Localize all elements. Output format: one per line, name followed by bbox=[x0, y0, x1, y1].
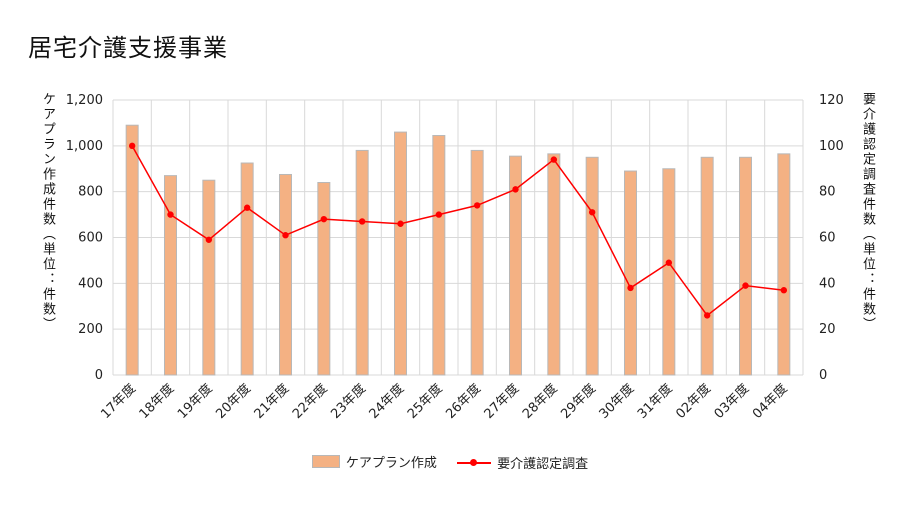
y-right-tick-label: 120 bbox=[819, 93, 844, 108]
line-point bbox=[282, 232, 289, 239]
x-tick-label: 23年度 bbox=[328, 381, 369, 422]
line-point bbox=[128, 142, 136, 150]
y-right-tick-label: 60 bbox=[819, 231, 836, 246]
y-left-tick-label: 200 bbox=[78, 322, 103, 337]
x-tick-label: 17年度 bbox=[98, 381, 139, 422]
legend-swatch-line bbox=[457, 457, 492, 468]
bar bbox=[394, 131, 407, 376]
x-tick-label: 18年度 bbox=[136, 381, 177, 422]
x-tick-label: 03年度 bbox=[711, 381, 752, 422]
bar bbox=[777, 153, 791, 376]
x-tick-label: 31年度 bbox=[634, 381, 675, 422]
bar bbox=[125, 124, 139, 376]
line-point bbox=[435, 211, 443, 218]
y-left-tick-label: 400 bbox=[78, 276, 103, 291]
x-tick-label: 28年度 bbox=[519, 381, 560, 422]
y-right-tick-label: 40 bbox=[819, 276, 836, 291]
x-tick-label: 04年度 bbox=[749, 381, 790, 422]
bar bbox=[202, 179, 216, 376]
y-right-tick-label: 80 bbox=[819, 185, 836, 200]
line-point bbox=[742, 282, 749, 289]
x-tick-label: 20年度 bbox=[213, 381, 254, 422]
x-tick-label: 24年度 bbox=[366, 381, 407, 422]
line-point bbox=[703, 312, 711, 319]
x-tick-label: 02年度 bbox=[673, 381, 714, 422]
line-point bbox=[665, 259, 673, 266]
line-point bbox=[550, 156, 558, 163]
bar bbox=[585, 156, 599, 376]
line-point bbox=[512, 186, 519, 193]
y-left-tick-label: 0 bbox=[95, 368, 103, 383]
series-line bbox=[131, 145, 784, 317]
x-tick-label: 27年度 bbox=[481, 381, 522, 422]
line-point bbox=[167, 211, 174, 218]
bar bbox=[662, 168, 676, 376]
line-point bbox=[243, 204, 251, 211]
legend-swatch-bar bbox=[311, 455, 340, 468]
line-point bbox=[473, 202, 481, 209]
y-left-tick-label: 1,000 bbox=[66, 139, 103, 154]
bar bbox=[317, 182, 331, 376]
y-right-tick-label: 0 bbox=[819, 368, 827, 383]
x-tick-label: 30年度 bbox=[596, 381, 637, 422]
bar bbox=[624, 170, 637, 376]
bar bbox=[279, 173, 292, 376]
line-point bbox=[205, 236, 213, 243]
bar bbox=[739, 156, 752, 376]
line-point bbox=[588, 209, 596, 216]
x-tick-label: 26年度 bbox=[443, 381, 484, 422]
chart-legend: ケアプラン作成 要介護認定調査 bbox=[0, 452, 900, 472]
bar bbox=[432, 135, 446, 376]
x-tick-label: 29年度 bbox=[558, 381, 599, 422]
line-point bbox=[358, 218, 366, 225]
bar bbox=[700, 156, 714, 376]
x-tick-label: 19年度 bbox=[174, 381, 215, 422]
y-left-tick-label: 1,200 bbox=[66, 93, 103, 108]
bar bbox=[355, 149, 369, 376]
bar bbox=[164, 175, 177, 376]
legend-label-line: 要介護認定調査 bbox=[497, 457, 589, 472]
y-axis-left-title: ケアプラン作成件数（単位：件数） bbox=[40, 92, 55, 332]
y-right-tick-label: 100 bbox=[819, 139, 844, 154]
bar bbox=[509, 155, 522, 376]
bar bbox=[470, 149, 484, 376]
legend-label-bar: ケアプラン作成 bbox=[345, 456, 437, 471]
line-point bbox=[627, 284, 634, 292]
x-tick-label: 22年度 bbox=[289, 381, 330, 422]
y-left-tick-label: 600 bbox=[78, 231, 103, 246]
legend-item-bar: ケアプラン作成 bbox=[311, 452, 437, 471]
y-left-tick-label: 800 bbox=[78, 185, 103, 200]
line-point bbox=[780, 287, 788, 294]
line-point bbox=[320, 215, 328, 223]
legend-item-line: 要介護認定調査 bbox=[457, 453, 588, 472]
y-axis-right-title: 要介護認定調査件数（単位：件数） bbox=[860, 92, 875, 332]
x-tick-label: 25年度 bbox=[404, 381, 445, 422]
bar bbox=[547, 153, 561, 376]
x-tick-label: 21年度 bbox=[251, 381, 292, 422]
bar bbox=[240, 162, 254, 376]
y-right-tick-label: 20 bbox=[819, 322, 836, 337]
line-point bbox=[397, 220, 404, 227]
page-title: 居宅介護支援事業 bbox=[28, 34, 228, 62]
